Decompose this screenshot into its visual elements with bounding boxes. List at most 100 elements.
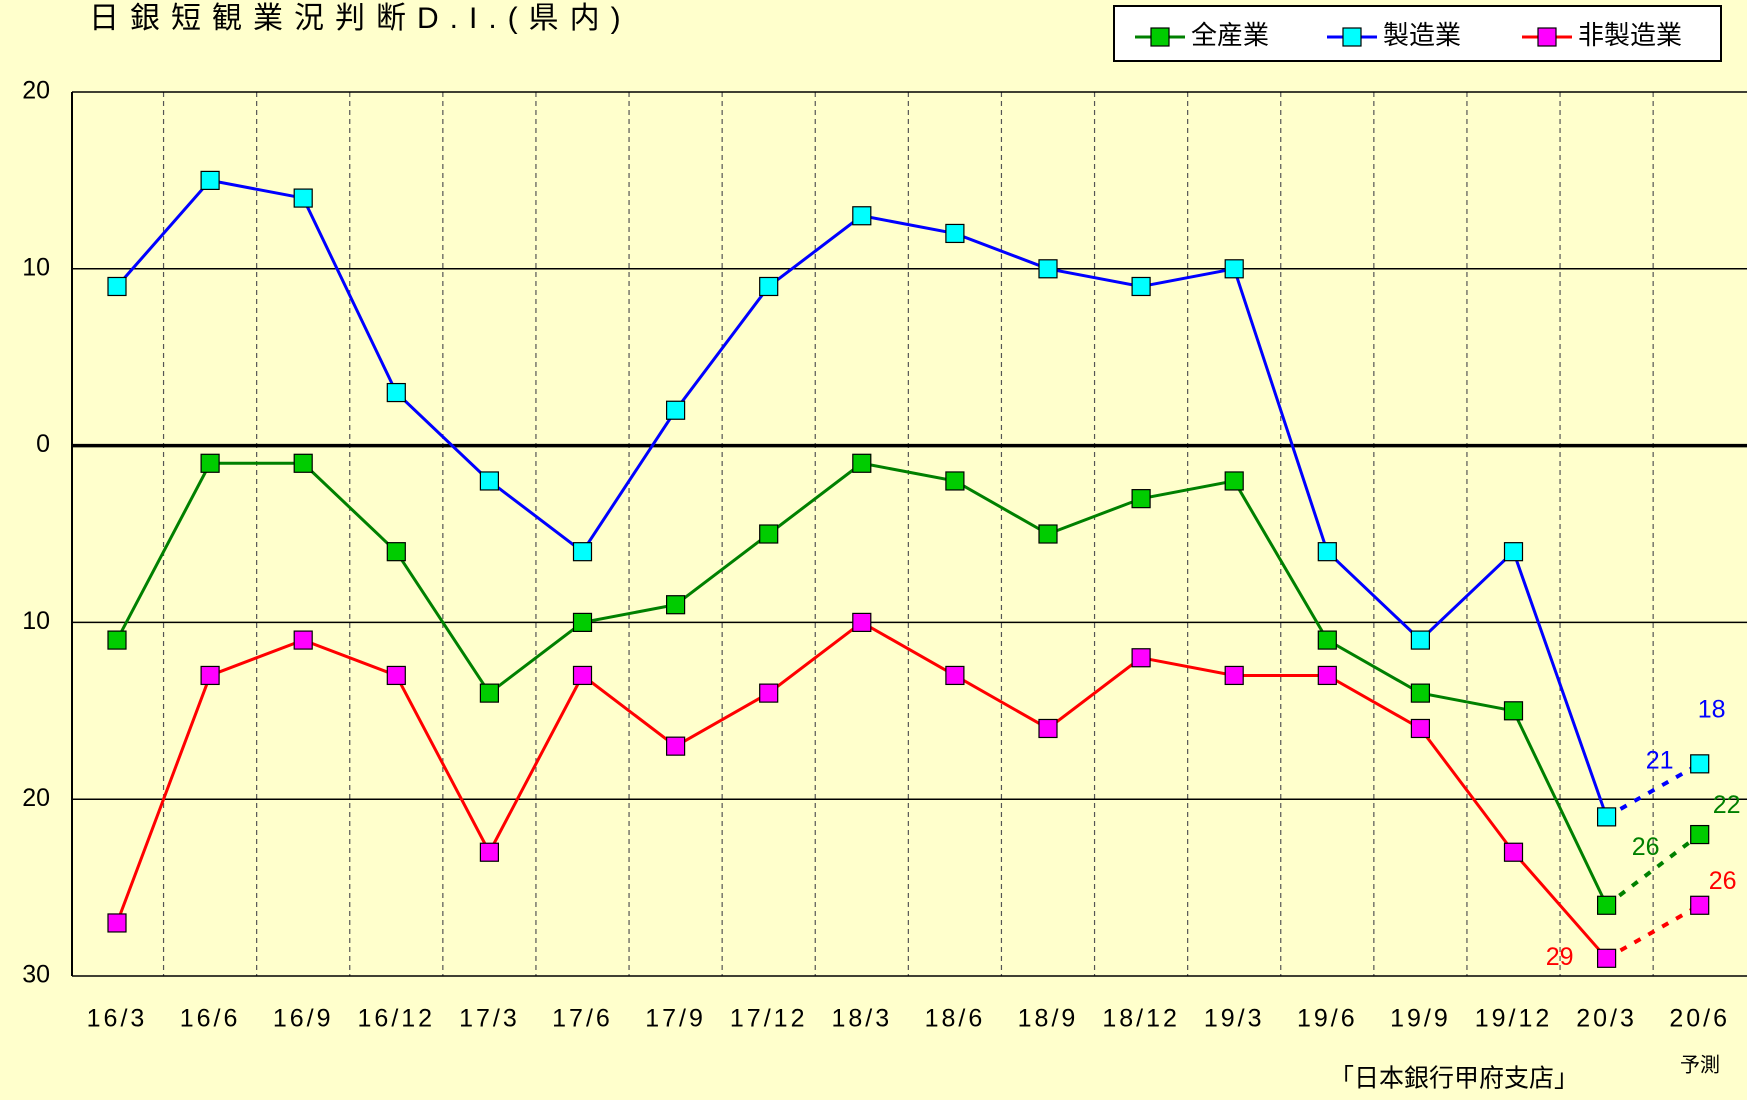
marker [1038,718,1058,739]
marker [386,542,406,562]
marker [945,223,965,244]
legend-label: 製造業 [1383,20,1461,50]
x-tick-label: 20/6 [1669,1005,1730,1033]
marker [1317,665,1337,686]
marker [1131,648,1151,668]
marker [1596,807,1617,827]
marker [945,471,965,491]
marker [386,382,406,403]
y-tick-label: 10 [22,607,50,635]
value-label: 18 [1698,695,1726,723]
x-tick-label: 18/6 [925,1005,986,1033]
marker [1317,630,1337,650]
x-tick-label: 19/6 [1297,1005,1358,1033]
source: 「日本銀行甲府支店」 [1329,1065,1579,1093]
marker [1224,259,1244,279]
marker [759,683,779,703]
marker [1503,701,1524,721]
y-tick-label: 10 [22,253,50,281]
marker [665,400,686,420]
marker [759,276,779,297]
x-tick-label: 17/12 [730,1005,808,1033]
marker [1224,471,1244,491]
marker [200,170,220,190]
marker [945,665,965,686]
marker [107,276,127,297]
x-tick-label: 18/9 [1018,1005,1079,1033]
value-label: 21 [1646,746,1674,774]
marker [1503,542,1524,562]
marker [1410,683,1431,703]
marker [479,842,499,862]
x-tick-label: 16/9 [273,1005,334,1033]
x-tick-label: 16/3 [87,1005,148,1033]
x-tick-label: 18/12 [1102,1005,1180,1033]
y-tick-label: 30 [22,961,50,989]
marker [1131,489,1151,509]
marker [200,453,220,473]
marker [386,665,406,686]
marker [852,612,872,633]
marker [852,206,872,226]
x-tick-label: 17/3 [459,1005,520,1033]
marker [1224,665,1244,686]
marker [572,542,593,562]
marker [572,665,593,686]
value-label: 26 [1709,867,1737,895]
marker [665,736,686,756]
x-tick-label: 17/6 [552,1005,613,1033]
y-tick-label: 0 [36,430,50,458]
marker [1410,718,1431,739]
marker [1317,542,1337,562]
marker [200,665,220,686]
x-tick-label: 19/12 [1475,1005,1553,1033]
marker [107,913,127,933]
marker [1690,824,1710,845]
legend-box [1113,5,1722,62]
marker [479,471,499,491]
legend-marker [1150,27,1170,47]
marker [572,612,593,633]
x-tick-label: 17/9 [645,1005,706,1033]
marker [293,453,313,473]
marker [1596,948,1617,968]
legend-label: 全産業 [1191,20,1269,50]
marker [1038,259,1058,279]
forecast-line [1605,903,1701,961]
marker [293,188,313,208]
legend-marker [1342,27,1362,47]
forecast-line [1605,832,1701,907]
marker [759,524,779,544]
y-tick-label: 20 [22,784,50,812]
legend-label: 非製造業 [1578,20,1682,50]
value-label: 22 [1713,791,1741,819]
marker [665,595,686,615]
marker [107,630,127,650]
value-label: 29 [1546,943,1574,971]
y-tick-label: 20 [22,77,50,105]
forecast-line [1605,762,1701,819]
x-tick-label: 16/12 [358,1005,436,1033]
x-tick-label: 19/9 [1390,1005,1451,1033]
x-tick-label: 18/3 [831,1005,892,1033]
marker [1596,895,1617,915]
legend-marker [1537,27,1557,47]
value-label: 26 [1632,833,1660,861]
x-tick-label: 20/3 [1576,1005,1637,1033]
marker [1038,524,1058,544]
marker [1503,842,1524,862]
marker [1690,895,1710,915]
marker [1131,276,1151,297]
marker [1410,630,1431,650]
marker [479,683,499,703]
chart-title: 日銀短観業況判断D.I.(県内) [89,2,632,35]
marker [293,630,313,650]
forecast-label: 予測 [1680,1053,1720,1076]
marker [852,453,872,473]
x-tick-label: 16/6 [180,1005,241,1033]
x-tick-label: 19/3 [1204,1005,1265,1033]
marker [1690,754,1710,774]
